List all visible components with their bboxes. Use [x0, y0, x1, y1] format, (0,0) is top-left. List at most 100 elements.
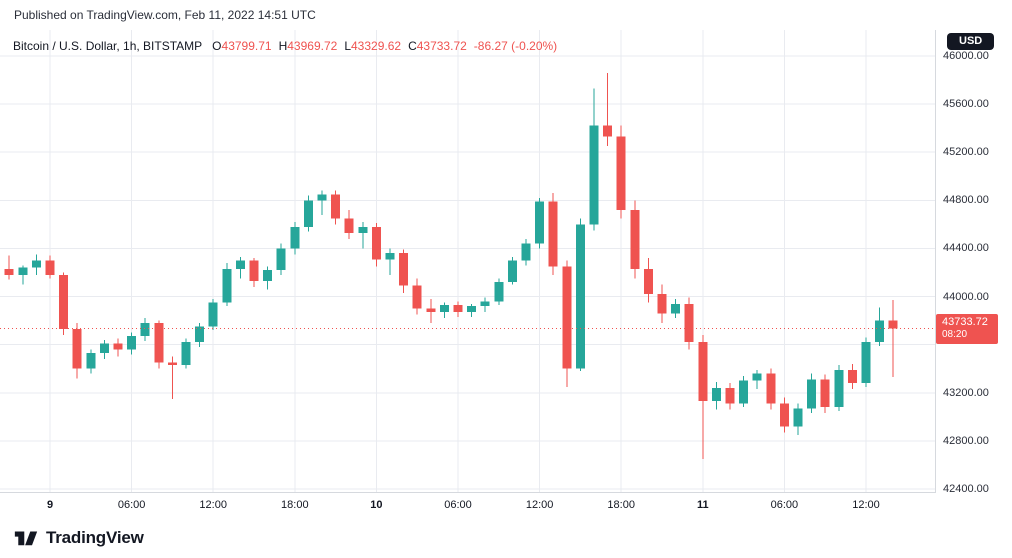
- price-axis-label: 44400.00: [943, 242, 989, 255]
- price-axis-label: 42400.00: [943, 482, 989, 495]
- candle: [507, 256, 517, 285]
- legend-ohlc-item: H43969.72: [278, 39, 338, 53]
- candle: [181, 338, 191, 369]
- candle: [371, 223, 381, 267]
- candle: [739, 375, 749, 408]
- price-axis-label: 44800.00: [943, 194, 989, 207]
- legend: Bitcoin / U.S. Dollar, 1h, BITSTAMP O4379…: [13, 39, 557, 53]
- candle: [888, 300, 898, 378]
- candle: [140, 318, 150, 342]
- price-axis-label: 45600.00: [943, 98, 989, 111]
- price-tag[interactable]: 43733.72 08:20: [936, 313, 998, 344]
- candle: [698, 335, 708, 459]
- legend-ohlc-item: C43733.72: [408, 39, 467, 53]
- candle: [331, 190, 341, 225]
- time-axis-label: 18:00: [607, 499, 635, 511]
- candle: [195, 323, 205, 348]
- candle: [807, 373, 817, 414]
- candle: [671, 298, 681, 319]
- candle: [616, 125, 626, 219]
- candle: [344, 209, 354, 239]
- candle: [480, 297, 490, 313]
- tradingview-wordmark: TradingView: [46, 527, 144, 547]
- usd-badge[interactable]: USD: [947, 33, 995, 50]
- price-axis-label: 44000.00: [943, 290, 989, 303]
- time-axis-label: 9: [46, 499, 54, 511]
- tradingview-logo-icon: [14, 531, 38, 546]
- candle: [167, 356, 177, 399]
- candle: [779, 397, 789, 433]
- price-axis-label: 45200.00: [943, 146, 989, 159]
- time-axis-label: 12:00: [852, 499, 880, 511]
- candle: [861, 337, 871, 387]
- time-axis-label: 12:00: [199, 499, 227, 511]
- time-axis-label: 06:00: [770, 499, 799, 511]
- time-axis-label: 11: [696, 499, 709, 511]
- footer: TradingView: [14, 527, 144, 548]
- candle: [59, 272, 69, 336]
- candle: [589, 88, 599, 231]
- legend-ohlc-item: L43329.62: [344, 39, 402, 53]
- candle: [208, 298, 218, 331]
- candle: [847, 363, 857, 390]
- time-axis-label: 06:00: [117, 499, 146, 511]
- price-axis-label: 43200.00: [943, 386, 989, 399]
- candle: [453, 301, 463, 317]
- candle: [875, 307, 885, 346]
- candle: [290, 221, 300, 255]
- candle: [535, 197, 545, 249]
- candle: [317, 190, 327, 215]
- candle: [711, 381, 721, 410]
- candle: [467, 303, 477, 317]
- candle: [562, 260, 572, 387]
- candle: [222, 262, 232, 307]
- candle: [399, 249, 409, 293]
- candle: [249, 258, 259, 287]
- candle: [127, 332, 137, 355]
- candle: [276, 243, 286, 275]
- time-axis-label: 06:00: [444, 499, 472, 511]
- candle: [643, 258, 653, 303]
- time-axis-label: 12:00: [525, 499, 554, 511]
- candle: [235, 256, 245, 279]
- time-axis-label: 18:00: [281, 499, 309, 511]
- candle: [684, 297, 694, 350]
- candle: [752, 369, 762, 390]
- legend-change: -86.27 (-0.20%): [473, 39, 558, 53]
- candle: [86, 349, 96, 374]
- candle: [657, 284, 667, 324]
- candle: [99, 339, 109, 360]
- price-tag-countdown: 08:20: [942, 328, 968, 340]
- price-tag-value: 43733.72: [942, 315, 988, 328]
- candle: [263, 266, 273, 290]
- candle: [154, 320, 164, 369]
- candle: [31, 254, 41, 275]
- candle: [630, 200, 640, 279]
- time-axis-label: 10: [370, 499, 383, 511]
- candle: [603, 72, 613, 147]
- candle: [426, 298, 436, 324]
- candle: [725, 383, 735, 410]
- candle: [494, 278, 504, 305]
- published-note: Published on TradingView.com, Feb 11, 20…: [14, 8, 316, 22]
- candle: [4, 255, 14, 280]
- candle: [18, 265, 28, 285]
- legend-ohlc: O43799.71 H43969.72 L43329.62 C43733.72: [212, 39, 474, 53]
- time-axis[interactable]: 9 06:00 12:00 18:00 10 06:00 12:00 18:00 11 06:00…: [0, 492, 936, 518]
- candle: [303, 195, 313, 232]
- candle: [820, 374, 830, 414]
- candle: [575, 218, 585, 372]
- tradingview-logo-link[interactable]: TradingView: [14, 527, 144, 548]
- candle: [439, 302, 449, 319]
- candle: [766, 368, 776, 410]
- candle: [793, 403, 803, 435]
- legend-ohlc-item: O43799.71: [212, 39, 272, 53]
- symbol-title[interactable]: Bitcoin / U.S. Dollar, 1h, BITSTAMP: [13, 39, 203, 53]
- price-axis-label: 42800.00: [943, 434, 989, 447]
- candle: [385, 248, 395, 275]
- candle: [834, 365, 844, 411]
- price-axis[interactable]: 46000.00 45600.00 45200.00 44800.00 44400.00…: [935, 30, 1012, 518]
- candle: [45, 255, 55, 279]
